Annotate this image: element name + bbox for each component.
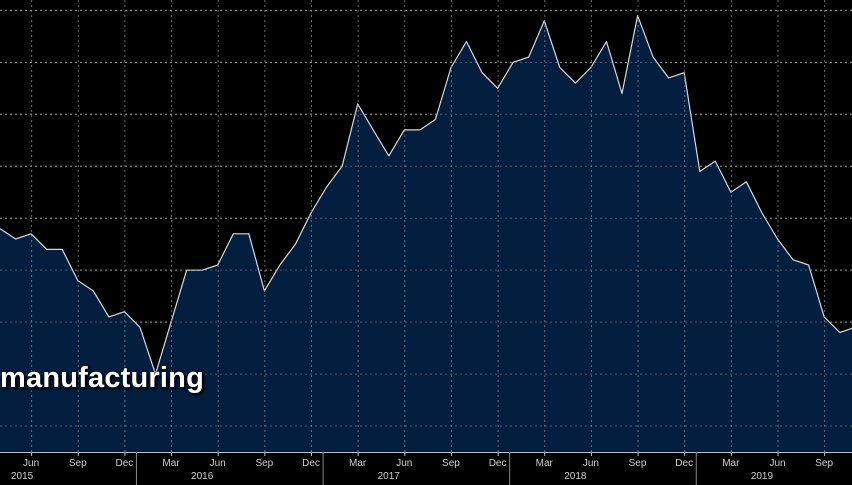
x-year-label: 2017 xyxy=(378,471,401,482)
x-year-label: 2015 xyxy=(11,471,34,482)
x-tick-label: Dec xyxy=(675,458,693,469)
x-year-label: 2018 xyxy=(564,471,587,482)
series-line xyxy=(0,15,852,375)
x-tick-label: Sep xyxy=(442,458,460,469)
x-tick-label: Mar xyxy=(536,458,554,469)
x-tick-label: Sep xyxy=(815,458,833,469)
x-tick-label: Jun xyxy=(583,458,599,469)
x-tick-label: Dec xyxy=(116,458,134,469)
series-layer xyxy=(0,15,852,452)
series-area xyxy=(0,15,852,452)
x-tick-label: Sep xyxy=(255,458,273,469)
x-tick-label: Mar xyxy=(722,458,740,469)
x-tick-label: Mar xyxy=(349,458,367,469)
x-tick-label: Jun xyxy=(396,458,412,469)
x-tick-label: Dec xyxy=(489,458,507,469)
x-tick-label: Dec xyxy=(302,458,320,469)
x-tick-label: Jun xyxy=(23,458,39,469)
x-year-label: 2019 xyxy=(751,471,774,482)
overlay-title: manufacturing xyxy=(0,362,204,394)
x-year-label: 2016 xyxy=(191,471,214,482)
x-tick-label: Jun xyxy=(210,458,226,469)
overgrid-layer xyxy=(0,0,852,452)
x-axis: Jun Sep Dec Mar Jun Sep Dec Mar Jun Sep Dec Mar Jun S… xyxy=(0,452,852,485)
x-tick-label: Mar xyxy=(162,458,180,469)
x-tick-label: Jun xyxy=(769,458,785,469)
x-tick-label: Sep xyxy=(69,458,87,469)
x-tick-label: Sep xyxy=(629,458,647,469)
